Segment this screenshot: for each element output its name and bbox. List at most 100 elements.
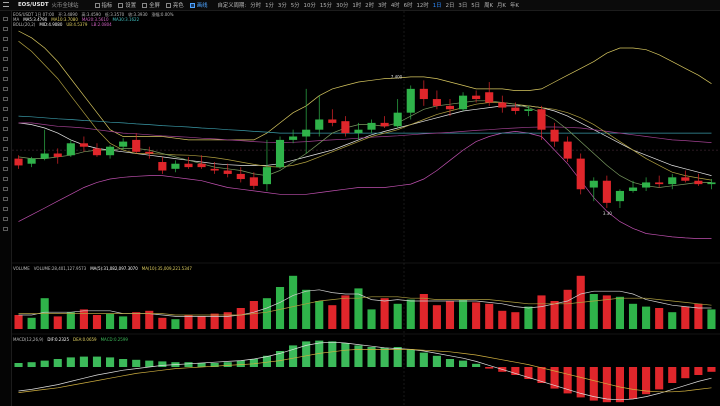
draw-tool-icon[interactable] (3, 57, 8, 61)
candle-body (472, 95, 481, 100)
draw-tool-icon[interactable] (3, 87, 8, 91)
volume-bar (262, 298, 271, 329)
draw-tool-icon[interactable] (3, 147, 8, 151)
toolbar-button-icon (189, 2, 195, 8)
draw-tool-icon[interactable] (3, 37, 8, 41)
draw-tool-icon[interactable] (3, 67, 8, 71)
macd-histogram-bar (459, 360, 468, 367)
period-6[interactable]: 30分 (336, 3, 349, 9)
period-2[interactable]: 3分 (277, 3, 287, 9)
volume-bar (550, 301, 559, 329)
symbol-title[interactable]: EOS/USDT (18, 2, 49, 8)
macd-histogram-bar (27, 362, 36, 367)
macd-histogram-bar (524, 367, 533, 379)
macd-histogram-bar (472, 363, 481, 367)
candle-body (145, 151, 154, 154)
macd-histogram-bar (145, 360, 154, 367)
candle-body (380, 122, 389, 127)
draw-tool-icon[interactable] (3, 77, 8, 81)
candle-body (628, 187, 638, 191)
candle-body (79, 143, 88, 147)
draw-tool-icon[interactable] (3, 97, 8, 101)
draw-tool-icon[interactable] (3, 227, 8, 231)
legend-item: EOS/USDT 1日 07:00 (13, 12, 55, 17)
period-5[interactable]: 15分 (319, 3, 333, 9)
draw-tool-icon[interactable] (3, 187, 8, 191)
period-11[interactable]: 6时 (403, 3, 413, 9)
candle-body (367, 122, 376, 130)
ohlc-legend: EOS/USDT 1日 07:00 开:3.4890 高:3.4590 低:3.357… (13, 12, 178, 17)
volume-bar (132, 312, 141, 329)
volume-bar (459, 299, 468, 329)
toolbar-button-icon (165, 2, 171, 8)
draw-tool-icon[interactable] (3, 137, 8, 141)
legend-item: MA5:3.4790 (23, 17, 48, 22)
macd-histogram-bar (132, 359, 141, 367)
draw-tool-icon[interactable] (3, 177, 8, 181)
period-9[interactable]: 3时 (378, 3, 387, 9)
kline-chart[interactable]: 7.400 3.30 (12, 11, 720, 406)
volume-bar (223, 312, 232, 329)
volume-bar (184, 315, 193, 329)
candle-body (419, 88, 428, 100)
period-19[interactable]: 年K (509, 3, 519, 9)
candle-body (184, 163, 193, 168)
toolbar-button-0[interactable]: 指标 (94, 1, 112, 9)
low-price-marker: 3.30 (603, 211, 612, 216)
draw-tool-icon[interactable] (3, 47, 8, 51)
macd-histogram-bar (302, 341, 311, 367)
draw-tool-icon[interactable] (3, 197, 8, 201)
volume-bar (707, 309, 716, 329)
custom-period-label[interactable]: 自定义周期: (217, 3, 247, 9)
period-8[interactable]: 2时 (365, 3, 374, 9)
menu-icon[interactable] (3, 2, 9, 7)
period-3[interactable]: 5分 (290, 3, 300, 9)
candle-body (262, 167, 271, 185)
draw-tool-icon[interactable] (3, 157, 8, 161)
draw-tool-icon[interactable] (3, 127, 8, 131)
period-18[interactable]: 月K (497, 3, 506, 9)
volume-bar (119, 316, 128, 329)
macd-histogram-bar (615, 367, 624, 403)
exchange-name: 火币全球站 (51, 3, 79, 9)
period-10[interactable]: 4时 (390, 3, 400, 9)
macd-histogram-bar (655, 367, 664, 390)
volume-bar (210, 313, 219, 329)
legend-item: LB:2.0804 (91, 22, 112, 27)
macd-histogram-bar (367, 347, 376, 367)
period-14[interactable]: 2日 (445, 3, 455, 9)
period-4[interactable]: 10分 (303, 3, 316, 9)
draw-tool-icon[interactable] (3, 207, 8, 211)
period-17[interactable]: 周K (484, 3, 493, 9)
legend-item: 高:3.4590 (81, 12, 101, 17)
macd-histogram-bar (106, 357, 115, 367)
period-12[interactable]: 12时 (416, 3, 429, 9)
volume-bar (158, 317, 167, 329)
candle-body (459, 95, 468, 110)
macd-histogram-bar (249, 359, 258, 367)
draw-tool-icon[interactable] (3, 167, 8, 171)
macd-histogram-bar (92, 356, 102, 367)
candle-body (249, 177, 258, 186)
period-1[interactable]: 1分 (265, 3, 274, 9)
draw-tool-icon[interactable] (3, 217, 8, 221)
boll-legend: BOLL(20,2) MID:4.9080 UB:4.5379 LB:2.0804 (13, 22, 116, 27)
period-7[interactable]: 1时 (352, 3, 362, 9)
period-15[interactable]: 3日 (458, 3, 468, 9)
candle-body (589, 180, 598, 188)
draw-tool-icon[interactable] (3, 17, 8, 21)
volume-bar (302, 289, 311, 329)
period-13[interactable]: 1日 (432, 3, 442, 9)
legend-item: MACD:0.2599 (100, 337, 128, 342)
toolbar-button-2[interactable]: 全屏 (142, 1, 160, 9)
period-0[interactable]: 分时 (250, 3, 262, 9)
toolbar-button-3[interactable]: 亮色 (165, 1, 184, 9)
volume-bar (354, 288, 363, 329)
period-16[interactable]: 5日 (471, 3, 481, 9)
toolbar-button-4[interactable]: 画线 (189, 1, 207, 9)
candle-body (14, 158, 23, 166)
draw-tool-icon[interactable] (3, 27, 8, 31)
draw-tool-icon[interactable] (3, 107, 8, 111)
toolbar-button-1[interactable]: 设置 (118, 1, 136, 9)
draw-tool-icon[interactable] (3, 117, 8, 121)
